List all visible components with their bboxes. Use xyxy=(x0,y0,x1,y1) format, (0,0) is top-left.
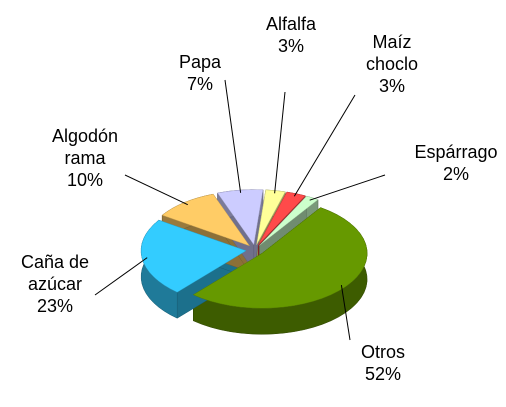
category-label: Maíz choclo xyxy=(366,32,418,74)
value-label: 52% xyxy=(365,364,401,384)
category-label: Algodón rama xyxy=(52,126,118,168)
value-label: 23% xyxy=(37,296,73,316)
leader-line xyxy=(293,94,356,197)
leader-line xyxy=(309,174,386,201)
pie-tops xyxy=(140,189,368,309)
category-label: Papa xyxy=(179,52,222,72)
slice xyxy=(140,219,247,293)
leader-line xyxy=(124,174,188,206)
leader-line xyxy=(340,284,351,341)
slice xyxy=(192,207,368,309)
leader-line xyxy=(224,79,242,193)
slice xyxy=(259,195,319,246)
category-label: Espárrago xyxy=(414,142,497,162)
value-label: 7% xyxy=(187,74,213,94)
value-label: 2% xyxy=(443,164,469,184)
leader-line xyxy=(94,257,148,296)
category-label: Otros xyxy=(361,342,405,362)
slice xyxy=(161,193,251,247)
slice xyxy=(256,189,286,245)
value-label: 3% xyxy=(379,76,405,96)
category-label: Alfalfa xyxy=(266,14,317,34)
value-label: 3% xyxy=(278,36,304,56)
category-label: Caña de azúcar xyxy=(21,252,89,294)
value-label: 10% xyxy=(67,170,103,190)
leader-line xyxy=(274,91,286,194)
